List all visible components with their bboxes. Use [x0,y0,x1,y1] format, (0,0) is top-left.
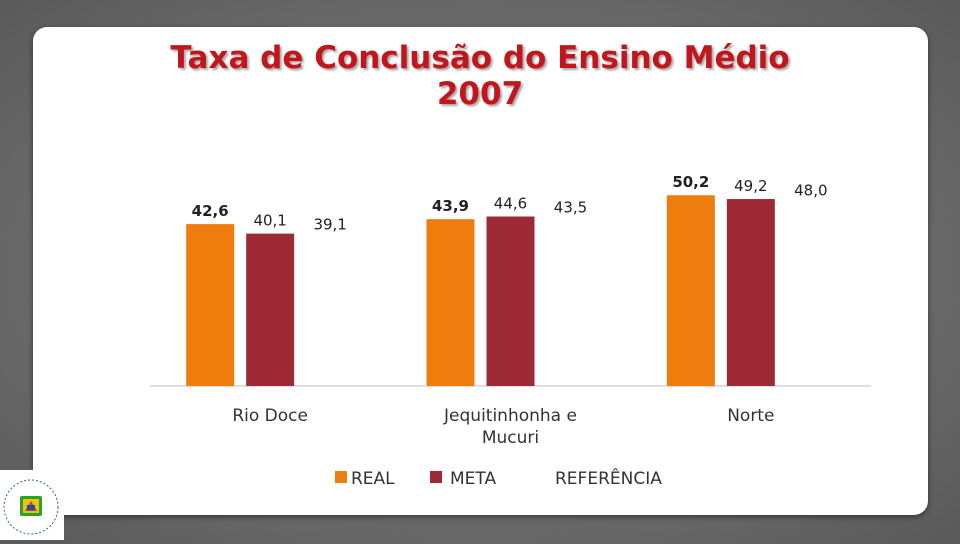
bar-real-2 [426,219,475,386]
data-label: 48,0 [794,182,827,200]
data-label: 43,5 [554,199,587,217]
logo [0,470,64,540]
title-line-2: 2007 [436,76,524,112]
legend-label: REFERÊNCIA [555,467,662,489]
bar-real-1 [186,224,235,386]
logo-emblem-icon [3,479,59,535]
category-label: Norte [727,406,774,426]
data-label: 44,6 [494,195,527,213]
data-label: 49,2 [734,177,767,195]
legend-label: REAL [351,469,395,489]
category-label: Jequitinhonha e [443,406,577,426]
bar-real-3 [666,195,715,386]
data-label: 43,9 [432,197,469,215]
chart-title: Taxa de Conclusão do Ensino Médio 2007 [0,40,960,112]
legend-swatch-real [335,471,347,483]
bar-meta-1 [246,233,295,386]
data-label: 40,1 [253,212,286,230]
bar-meta-2 [486,216,535,386]
data-label: 42,6 [192,202,229,220]
slide-panel [33,27,928,515]
title-line-1: Taxa de Conclusão do Ensino Médio [170,40,790,76]
data-label: 39,1 [313,215,346,233]
category-label: Mucuri [482,428,539,448]
legend-swatch-meta [430,471,442,483]
bar-meta-3 [726,199,775,386]
category-label: Rio Doce [232,406,308,426]
data-label: 50,2 [672,173,709,191]
legend-label: META [450,469,496,489]
